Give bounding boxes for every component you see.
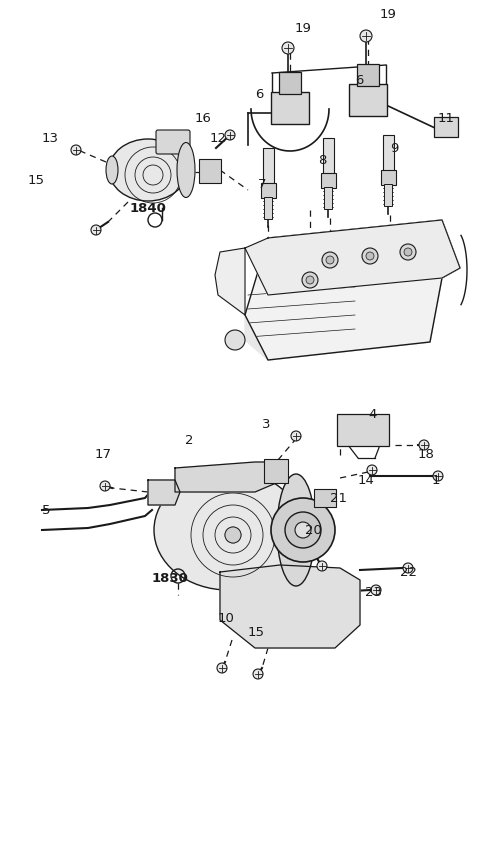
FancyBboxPatch shape [357, 64, 379, 86]
Circle shape [419, 440, 429, 450]
Text: 1830: 1830 [152, 571, 189, 585]
Circle shape [295, 522, 311, 538]
Circle shape [285, 512, 321, 548]
Polygon shape [245, 220, 460, 295]
Text: 15: 15 [28, 174, 45, 187]
Polygon shape [215, 248, 245, 315]
Text: 4: 4 [368, 408, 376, 421]
Circle shape [371, 585, 381, 595]
Circle shape [271, 498, 335, 562]
Circle shape [366, 252, 374, 260]
FancyBboxPatch shape [323, 138, 334, 174]
FancyBboxPatch shape [264, 197, 272, 219]
FancyBboxPatch shape [324, 187, 332, 209]
Circle shape [217, 663, 227, 673]
Circle shape [225, 527, 241, 543]
Ellipse shape [277, 474, 315, 586]
Text: 21: 21 [330, 491, 347, 505]
FancyBboxPatch shape [156, 130, 190, 154]
Polygon shape [175, 462, 288, 492]
FancyBboxPatch shape [264, 459, 288, 483]
Ellipse shape [106, 156, 118, 184]
Text: 1840: 1840 [130, 202, 167, 214]
Text: 22: 22 [400, 565, 417, 578]
Text: 5: 5 [42, 504, 50, 517]
Ellipse shape [109, 139, 187, 201]
Circle shape [360, 30, 372, 42]
Ellipse shape [177, 143, 195, 197]
Polygon shape [245, 278, 442, 360]
Text: 19: 19 [380, 8, 397, 21]
Text: 6: 6 [255, 89, 264, 101]
Circle shape [282, 42, 294, 54]
FancyBboxPatch shape [314, 489, 336, 507]
Text: 7: 7 [258, 178, 266, 192]
Text: 18: 18 [418, 448, 435, 462]
Circle shape [367, 465, 377, 475]
Polygon shape [245, 220, 460, 360]
Text: 3: 3 [262, 419, 271, 431]
Text: 11: 11 [438, 111, 455, 125]
Circle shape [403, 563, 413, 573]
FancyBboxPatch shape [321, 172, 336, 187]
Text: 6: 6 [355, 73, 363, 86]
FancyBboxPatch shape [337, 414, 389, 446]
Text: 12: 12 [210, 132, 227, 144]
Circle shape [225, 130, 235, 140]
Circle shape [100, 481, 110, 491]
Text: 9: 9 [390, 142, 398, 154]
Polygon shape [148, 480, 180, 505]
Text: 2: 2 [185, 434, 193, 446]
Circle shape [253, 669, 263, 679]
Text: 16: 16 [195, 111, 212, 125]
Text: 14: 14 [358, 473, 375, 486]
FancyBboxPatch shape [383, 134, 394, 170]
FancyBboxPatch shape [261, 182, 276, 197]
Text: 8: 8 [318, 154, 326, 166]
Text: 15: 15 [248, 625, 265, 639]
FancyBboxPatch shape [384, 184, 392, 206]
Text: 13: 13 [42, 132, 59, 144]
Circle shape [91, 225, 101, 235]
Circle shape [317, 561, 327, 571]
Circle shape [302, 272, 318, 288]
Circle shape [362, 248, 378, 264]
FancyBboxPatch shape [279, 72, 301, 94]
FancyBboxPatch shape [271, 92, 309, 124]
FancyBboxPatch shape [434, 117, 458, 137]
FancyBboxPatch shape [381, 170, 396, 185]
Text: 19: 19 [295, 21, 312, 35]
Text: 20: 20 [305, 523, 322, 537]
Text: 23: 23 [365, 586, 382, 598]
Circle shape [433, 471, 443, 481]
FancyBboxPatch shape [263, 148, 274, 183]
Circle shape [71, 145, 81, 155]
Text: 1: 1 [432, 473, 441, 486]
FancyBboxPatch shape [349, 84, 387, 116]
Polygon shape [220, 565, 360, 648]
Text: 10: 10 [218, 612, 235, 625]
Circle shape [306, 276, 314, 284]
Circle shape [322, 252, 338, 268]
Circle shape [225, 330, 245, 350]
Text: 17: 17 [95, 448, 112, 462]
Circle shape [404, 248, 412, 256]
Circle shape [291, 431, 301, 441]
Circle shape [326, 256, 334, 264]
Circle shape [400, 244, 416, 260]
Ellipse shape [154, 470, 302, 590]
FancyBboxPatch shape [199, 159, 221, 183]
